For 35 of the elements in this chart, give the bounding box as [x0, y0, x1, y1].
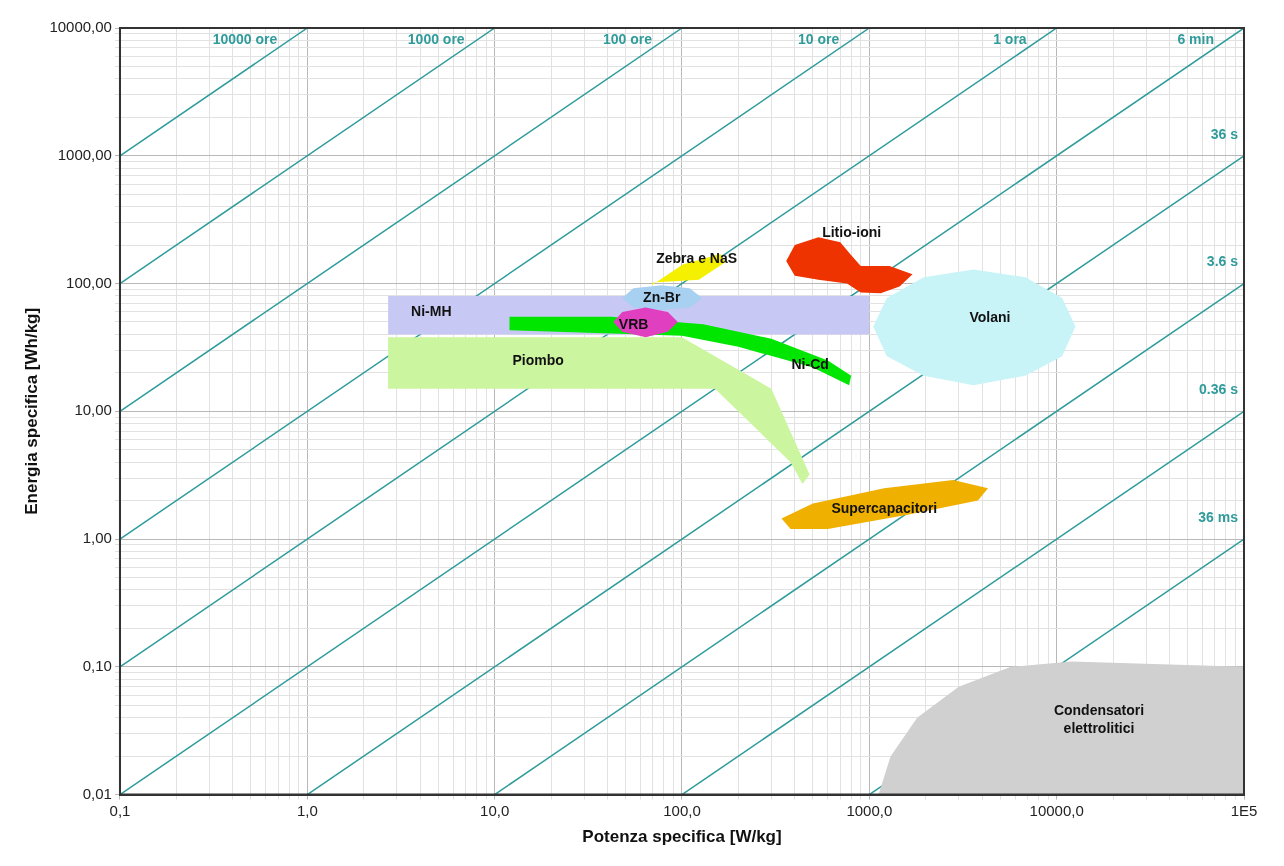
series-label: VRB — [618, 316, 649, 333]
x-tick-label: 1E5 — [1230, 801, 1258, 819]
series-label: Volani — [969, 309, 1011, 326]
y-tick-label: 1000,00 — [57, 145, 112, 163]
x-tick-label: 1,0 — [296, 801, 318, 819]
series-label: 10 ore — [798, 30, 840, 47]
y-tick-label: 0,01 — [82, 784, 112, 802]
x-axis-title: Potenza specifica [W/kg] — [582, 827, 782, 847]
y-tick-label: 1,00 — [82, 529, 112, 547]
y-axis-title: Energia specifica [Wh/kg] — [21, 307, 41, 515]
y-tick-label: 100,00 — [66, 273, 112, 291]
series-label: 100 ore — [602, 30, 653, 47]
x-tick-label: 0,1 — [109, 801, 131, 819]
y-tick-label: 10000,00 — [49, 18, 112, 36]
series-label: 36 s — [1210, 125, 1239, 142]
series-label: 10000 ore — [212, 30, 278, 47]
series-label: 3.6 s — [1206, 253, 1239, 270]
series-label: 36 ms — [1198, 508, 1239, 525]
series-label: Litio-ioni — [822, 224, 882, 241]
series-label: 6 min — [1177, 30, 1214, 47]
series-label: Zn-Br — [643, 288, 681, 305]
series-label: Piombo — [512, 351, 564, 368]
x-tick-label: 100,0 — [663, 801, 701, 819]
series-label: Ni-MH — [411, 302, 452, 319]
y-tick-label: 0,10 — [82, 656, 112, 674]
x-tick-label: 10000,0 — [1029, 801, 1084, 819]
x-tick-label: 1000,0 — [846, 801, 893, 819]
series-label: Ni-Cd — [791, 356, 829, 373]
series-label: Condensatori elettrolitici — [1053, 702, 1145, 737]
series-label: 1 ora — [993, 30, 1027, 47]
series-label: Supercapacitori — [831, 499, 938, 516]
series-label: 0.36 s — [1199, 381, 1239, 398]
x-tick-label: 10,0 — [480, 801, 510, 819]
series-label: 1000 ore — [407, 30, 465, 47]
y-tick-label: 10,00 — [74, 401, 112, 419]
